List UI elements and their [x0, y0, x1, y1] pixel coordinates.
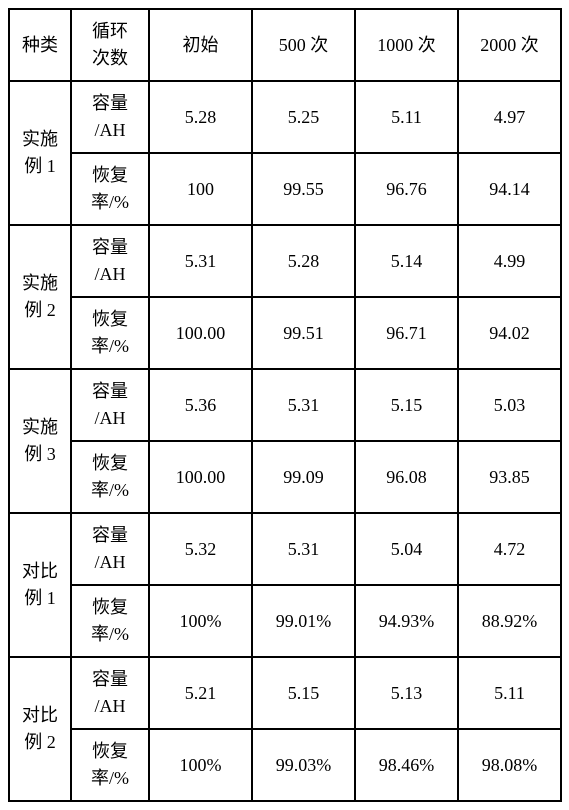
cell-value: 99.55	[252, 153, 355, 225]
row-label: 实施例 3	[9, 369, 71, 513]
table-row: 实施例 1 容量/AH 5.28 5.25 5.11 4.97	[9, 81, 561, 153]
cell-value: 5.28	[252, 225, 355, 297]
cell-value: 98.08%	[458, 729, 561, 801]
table-row: 对比例 2 容量/AH 5.21 5.15 5.13 5.11	[9, 657, 561, 729]
cell-value: 4.97	[458, 81, 561, 153]
cell-value: 100%	[149, 585, 252, 657]
metric-capacity: 容量/AH	[71, 225, 149, 297]
table-row: 实施例 2 容量/AH 5.31 5.28 5.14 4.99	[9, 225, 561, 297]
cell-value: 96.08	[355, 441, 458, 513]
cell-value: 100.00	[149, 297, 252, 369]
metric-capacity: 容量/AH	[71, 513, 149, 585]
header-500: 500 次	[252, 9, 355, 81]
table-row: 恢复率/% 100 99.55 96.76 94.14	[9, 153, 561, 225]
header-1000: 1000 次	[355, 9, 458, 81]
cell-value: 4.99	[458, 225, 561, 297]
cell-value: 5.11	[458, 657, 561, 729]
header-2000: 2000 次	[458, 9, 561, 81]
cell-value: 5.28	[149, 81, 252, 153]
row-label: 对比例 2	[9, 657, 71, 801]
header-type: 种类	[9, 9, 71, 81]
cell-value: 5.31	[149, 225, 252, 297]
metric-capacity: 容量/AH	[71, 81, 149, 153]
cell-value: 5.11	[355, 81, 458, 153]
cell-value: 5.13	[355, 657, 458, 729]
cell-value: 5.36	[149, 369, 252, 441]
table-row: 恢复率/% 100% 99.03% 98.46% 98.08%	[9, 729, 561, 801]
table-row: 实施例 3 容量/AH 5.36 5.31 5.15 5.03	[9, 369, 561, 441]
metric-recovery: 恢复率/%	[71, 153, 149, 225]
header-cycles: 循环次数	[71, 9, 149, 81]
cell-value: 5.15	[355, 369, 458, 441]
cell-value: 88.92%	[458, 585, 561, 657]
cell-value: 5.03	[458, 369, 561, 441]
table-row: 恢复率/% 100% 99.01% 94.93% 88.92%	[9, 585, 561, 657]
cell-value: 5.31	[252, 513, 355, 585]
cell-value: 96.76	[355, 153, 458, 225]
metric-recovery: 恢复率/%	[71, 585, 149, 657]
metric-capacity: 容量/AH	[71, 369, 149, 441]
table-row: 恢复率/% 100.00 99.09 96.08 93.85	[9, 441, 561, 513]
cell-value: 5.21	[149, 657, 252, 729]
metric-recovery: 恢复率/%	[71, 729, 149, 801]
cell-value: 5.14	[355, 225, 458, 297]
cell-value: 94.14	[458, 153, 561, 225]
table-header-row: 种类 循环次数 初始 500 次 1000 次 2000 次	[9, 9, 561, 81]
cell-value: 100.00	[149, 441, 252, 513]
cell-value: 100%	[149, 729, 252, 801]
row-label: 实施例 2	[9, 225, 71, 369]
cell-value: 99.51	[252, 297, 355, 369]
battery-test-table: 种类 循环次数 初始 500 次 1000 次 2000 次 实施例 1 容量/…	[8, 8, 562, 802]
cell-value: 5.31	[252, 369, 355, 441]
cell-value: 93.85	[458, 441, 561, 513]
metric-recovery: 恢复率/%	[71, 441, 149, 513]
cell-value: 94.93%	[355, 585, 458, 657]
header-initial: 初始	[149, 9, 252, 81]
cell-value: 5.04	[355, 513, 458, 585]
cell-value: 98.46%	[355, 729, 458, 801]
cell-value: 5.25	[252, 81, 355, 153]
row-label: 实施例 1	[9, 81, 71, 225]
cell-value: 99.09	[252, 441, 355, 513]
cell-value: 99.03%	[252, 729, 355, 801]
table-row: 对比例 1 容量/AH 5.32 5.31 5.04 4.72	[9, 513, 561, 585]
table-row: 恢复率/% 100.00 99.51 96.71 94.02	[9, 297, 561, 369]
cell-value: 99.01%	[252, 585, 355, 657]
cell-value: 5.15	[252, 657, 355, 729]
cell-value: 4.72	[458, 513, 561, 585]
cell-value: 94.02	[458, 297, 561, 369]
cell-value: 96.71	[355, 297, 458, 369]
row-label: 对比例 1	[9, 513, 71, 657]
cell-value: 100	[149, 153, 252, 225]
metric-recovery: 恢复率/%	[71, 297, 149, 369]
metric-capacity: 容量/AH	[71, 657, 149, 729]
cell-value: 5.32	[149, 513, 252, 585]
